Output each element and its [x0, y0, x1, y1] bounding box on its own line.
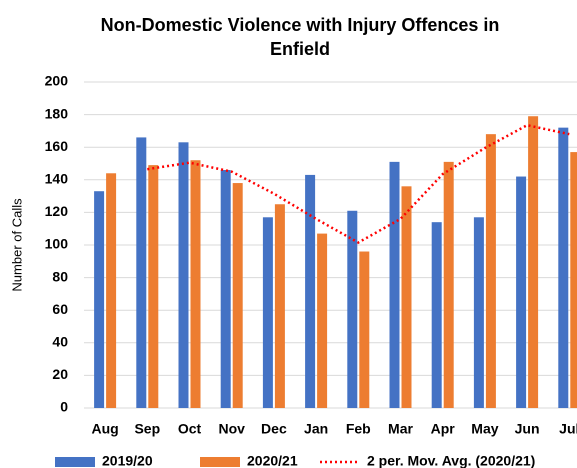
- bar: [558, 127, 569, 408]
- bar: [178, 142, 189, 408]
- bar: [359, 251, 370, 408]
- bar: [220, 170, 231, 408]
- bar: [570, 152, 577, 408]
- legend-label: 2 per. Mov. Avg. (2020/21): [367, 453, 535, 468]
- bar: [305, 174, 316, 408]
- y-axis-label: Number of Calls: [9, 198, 24, 292]
- x-tick-label: Aug: [91, 421, 118, 437]
- bar: [347, 210, 358, 408]
- bar: [232, 183, 243, 408]
- y-tick-label: 40: [52, 334, 68, 350]
- x-tick-label: Oct: [178, 421, 202, 437]
- bar: [190, 160, 201, 408]
- bar: [136, 137, 147, 409]
- bar: [262, 217, 273, 408]
- moving-average-line: [147, 123, 570, 244]
- y-tick-label: 140: [45, 171, 69, 187]
- bar: [473, 217, 484, 408]
- bar: [148, 165, 159, 408]
- bar: [389, 161, 400, 408]
- legend-swatch: [55, 457, 95, 467]
- x-tick-label: Jan: [304, 421, 328, 437]
- y-tick-label: 80: [52, 268, 68, 284]
- bar: [431, 222, 442, 408]
- x-tick-label: Apr: [431, 421, 456, 437]
- x-tick-label: Jul: [559, 421, 577, 437]
- x-tick-label: Nov: [218, 421, 245, 437]
- y-tick-label: 60: [52, 301, 68, 317]
- y-tick-label: 20: [52, 366, 68, 382]
- y-tick-label: 200: [45, 73, 69, 89]
- x-tick-label: Feb: [346, 421, 371, 437]
- bar: [516, 176, 527, 408]
- y-tick-label: 160: [45, 138, 69, 154]
- bar: [274, 204, 285, 408]
- bar: [106, 173, 117, 408]
- x-tick-label: Sep: [134, 421, 160, 437]
- legend-label: 2020/21: [247, 453, 298, 468]
- x-tick-label: Mar: [388, 421, 413, 437]
- legend-label: 2019/20: [102, 453, 153, 468]
- bar: [485, 134, 496, 408]
- x-tick-label: Dec: [261, 421, 287, 437]
- x-tick-label: Jun: [515, 421, 540, 437]
- x-tick-label: May: [471, 421, 498, 437]
- bar: [443, 161, 454, 408]
- legend-swatch: [200, 457, 240, 467]
- bar: [317, 233, 328, 408]
- y-tick-label: 180: [45, 105, 69, 121]
- chart-title: Enfield: [270, 39, 330, 59]
- y-tick-label: 100: [45, 236, 69, 252]
- chart-title: Non-Domestic Violence with Injury Offenc…: [101, 15, 500, 35]
- bar: [401, 186, 412, 408]
- y-tick-label: 120: [45, 203, 69, 219]
- bar: [528, 116, 539, 408]
- bar: [94, 191, 105, 408]
- y-tick-label: 0: [60, 399, 68, 415]
